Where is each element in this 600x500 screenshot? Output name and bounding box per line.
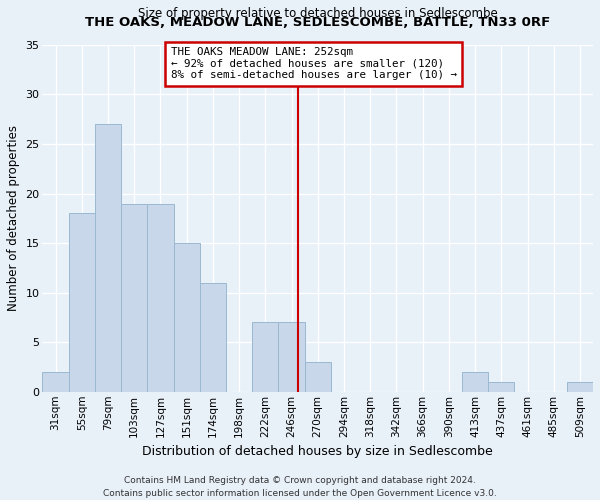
Title: THE OAKS, MEADOW LANE, SEDLESCOMBE, BATTLE, TN33 0RF: THE OAKS, MEADOW LANE, SEDLESCOMBE, BATT… — [85, 16, 550, 28]
Bar — [488, 382, 514, 392]
Bar — [147, 204, 173, 392]
Bar — [252, 322, 278, 392]
Bar — [305, 362, 331, 392]
Y-axis label: Number of detached properties: Number of detached properties — [7, 126, 20, 312]
Bar — [567, 382, 593, 392]
Bar — [200, 283, 226, 392]
Text: Size of property relative to detached houses in Sedlescombe: Size of property relative to detached ho… — [138, 7, 497, 20]
Text: Contains HM Land Registry data © Crown copyright and database right 2024.
Contai: Contains HM Land Registry data © Crown c… — [103, 476, 497, 498]
Bar — [121, 204, 147, 392]
Bar — [68, 214, 95, 392]
Bar — [43, 372, 68, 392]
Bar — [173, 243, 200, 392]
Text: THE OAKS MEADOW LANE: 252sqm
← 92% of detached houses are smaller (120)
8% of se: THE OAKS MEADOW LANE: 252sqm ← 92% of de… — [171, 47, 457, 80]
Bar — [95, 124, 121, 392]
X-axis label: Distribution of detached houses by size in Sedlescombe: Distribution of detached houses by size … — [142, 445, 493, 458]
Bar — [462, 372, 488, 392]
Bar — [278, 322, 305, 392]
